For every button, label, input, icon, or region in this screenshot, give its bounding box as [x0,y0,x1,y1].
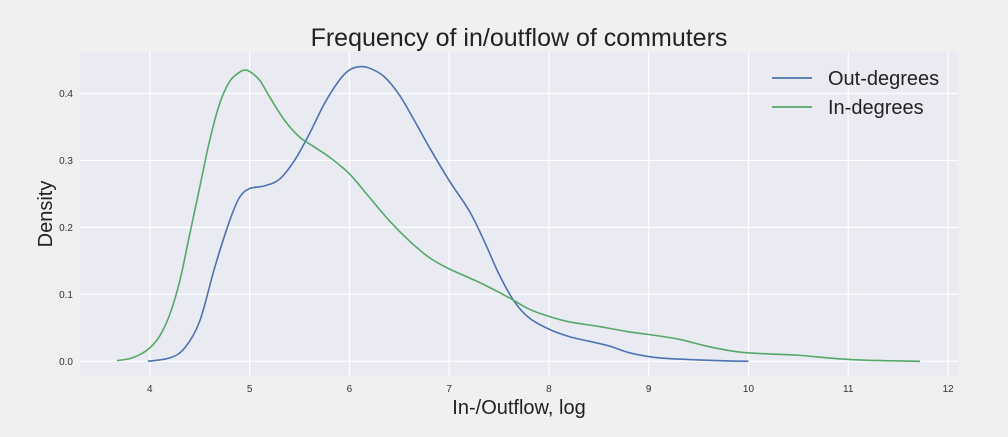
ticks: 4 5 6 7 8 9 10 11 12 0.0 0.1 0.2 0.3 0.4 [59,89,954,395]
plot-background [80,52,958,376]
y-tick-label: 0.2 [59,223,73,234]
y-tick-label: 0.4 [59,89,73,100]
y-axis-label: Density [35,181,57,248]
y-tick-label: 0.1 [59,290,73,301]
series [116,65,921,363]
x-tick-label: 4 [147,384,153,395]
x-tick-label: 11 [843,384,854,395]
chart-title: Frequency of in/outflow of commuters [311,24,728,52]
legend-label-out-degrees: Out-degrees [828,68,939,90]
y-tick-label: 0.3 [59,156,73,167]
x-tick-label: 10 [743,384,755,395]
x-tick-label: 8 [546,384,552,395]
x-tick-label: 12 [942,384,954,395]
x-axis-label: In-/Outflow, log [452,397,585,419]
legend: Out-degrees In-degrees [772,68,939,119]
x-tick-label: 5 [247,384,253,395]
grid [80,52,958,376]
legend-label-in-degrees: In-degrees [828,97,924,119]
x-tick-label: 9 [646,384,652,395]
x-tick-label: 6 [347,384,353,395]
series-line-in-degrees [116,69,921,363]
y-tick-label: 0.0 [59,357,73,368]
x-tick-label: 7 [446,384,452,395]
series-line-out-degrees [147,65,749,363]
